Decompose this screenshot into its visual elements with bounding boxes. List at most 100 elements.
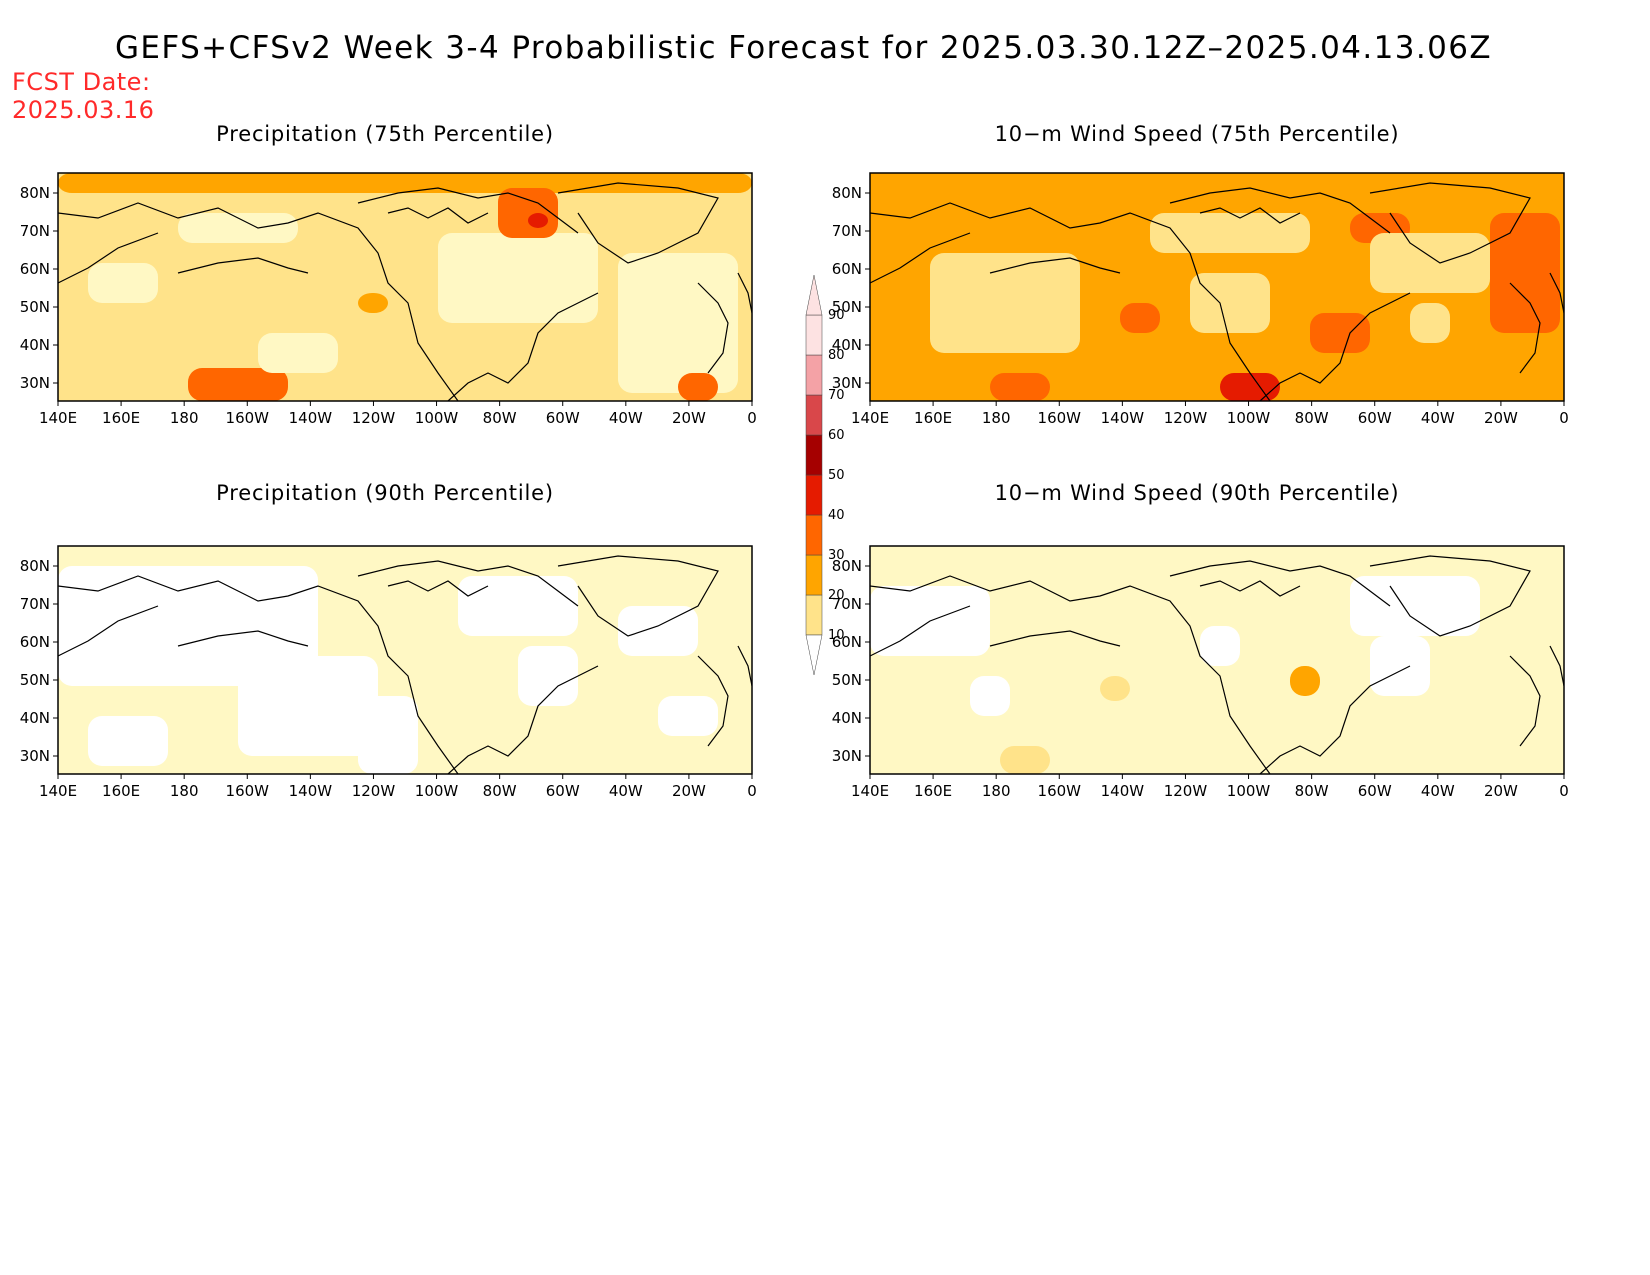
coastline (1199, 580, 1301, 597)
lon-tick-label: 180 (170, 409, 199, 427)
lon-tick-label: 0 (1559, 782, 1569, 800)
coastline (870, 605, 971, 657)
lat-tick-label: 30N (832, 374, 862, 392)
lon-tick-label: 120W (1164, 409, 1208, 427)
lon-tick-label: 120W (1164, 782, 1208, 800)
lat-tick-label: 70N (20, 222, 50, 240)
lon-tick-label: 0 (747, 782, 757, 800)
lat-tick-label: 80N (832, 557, 862, 575)
colorbar: 10 20 30 40 50 60 70 80 90 (805, 274, 845, 676)
coastline (1509, 655, 1541, 747)
lon-tick-label: 20W (672, 782, 706, 800)
lat-tick-label: 40N (20, 336, 50, 354)
colorbar-label: 80 (828, 348, 845, 363)
lon-tick-label: 80W (483, 782, 517, 800)
lon-tick-label: 140E (851, 409, 889, 427)
panel-wind-75: 10−m Wind Speed (75th Percentile) (812, 122, 1602, 402)
coastline (1259, 292, 1411, 401)
lon-tick-label: 0 (747, 409, 757, 427)
lat-tick-label: 60N (832, 260, 862, 278)
lat-tick-label: 30N (20, 747, 50, 765)
panel-title: 10−m Wind Speed (90th Percentile) (812, 481, 1582, 505)
panel-title: 10−m Wind Speed (75th Percentile) (812, 122, 1582, 146)
main-title: GEFS+CFSv2 Week 3-4 Probabilistic Foreca… (115, 30, 1493, 66)
lon-tick-label: 160E (102, 782, 140, 800)
lon-tick-label: 100W (1227, 782, 1271, 800)
coastline (1369, 182, 1531, 264)
forecast-date-value: 2025.03.16 (12, 96, 155, 124)
panel-precip-90: Precipitation (90th Percentile) (0, 481, 790, 761)
coastline (357, 187, 579, 234)
colorbar-label: 70 (828, 388, 845, 403)
lon-tick-label: 100W (415, 782, 459, 800)
map-panel-1: 80N 70N 60N 50N 40N 30N 140E 160E 180 160W 140W 120… (20, 172, 757, 427)
map-panel-2: 80N 70N 60N 50N 40N 30N 140E 160E 180 160W 140W 120… (832, 172, 1569, 427)
panel-title-text: 10−m Wind Speed (90th Percentile) (994, 481, 1400, 505)
lon-tick-label: 20W (1484, 409, 1518, 427)
coastline (1259, 665, 1411, 774)
coastline (737, 645, 752, 687)
map-frame (869, 172, 1565, 402)
coastline (447, 292, 599, 401)
map-frame (57, 172, 753, 402)
lon-tick-label: 40W (609, 782, 643, 800)
lat-tick-label: 60N (20, 633, 50, 651)
lat-tick-label: 50N (20, 671, 50, 689)
lat-tick-label: 30N (832, 747, 862, 765)
coastline (1549, 645, 1564, 687)
lon-tick-label: 100W (1227, 409, 1271, 427)
colorbar-bottom-arrow (805, 634, 823, 676)
coastline (387, 207, 489, 224)
coastline (989, 257, 1121, 274)
colorbar-segment (805, 474, 823, 516)
lon-tick-label: 60W (1358, 782, 1392, 800)
coastline (697, 655, 729, 747)
lon-tick-label: 160E (914, 409, 952, 427)
coastline (557, 182, 719, 264)
lon-tick-label: 160W (226, 409, 270, 427)
lon-tick-label: 160W (1038, 782, 1082, 800)
colorbar-segment (805, 394, 823, 436)
coastline (387, 580, 489, 597)
colorbar-label: 50 (828, 468, 845, 483)
coastline (1199, 207, 1301, 224)
lon-tick-label: 160E (914, 782, 952, 800)
map-frame (57, 545, 753, 775)
lon-tick-label: 40W (609, 409, 643, 427)
coastline (870, 232, 971, 284)
colorbar-segment (805, 514, 823, 556)
colorbar-label: 10 (828, 628, 845, 643)
lon-tick-label: 100W (415, 409, 459, 427)
colorbar-segment (805, 594, 823, 636)
panel-title: Precipitation (75th Percentile) (0, 122, 770, 146)
colorbar-label: 40 (828, 508, 845, 523)
panel-title: Precipitation (90th Percentile) (0, 481, 770, 505)
coastline (1549, 272, 1564, 314)
colorbar-segment (805, 434, 823, 476)
lon-tick-label: 20W (672, 409, 706, 427)
panel-precip-75: Precipitation (75th Percentile) (0, 122, 790, 402)
lon-tick-label: 140W (1101, 782, 1145, 800)
lon-tick-label: 120W (352, 782, 396, 800)
forecast-date-label: FCST Date: (12, 68, 151, 96)
lon-tick-label: 180 (982, 409, 1011, 427)
coastline (1169, 560, 1391, 607)
lat-tick-label: 70N (20, 595, 50, 613)
lon-tick-label: 20W (1484, 782, 1518, 800)
lon-tick-label: 120W (352, 409, 396, 427)
colorbar-label: 30 (828, 548, 845, 563)
lon-tick-label: 160W (226, 782, 270, 800)
map-field (58, 546, 752, 774)
lat-tick-label: 50N (832, 298, 862, 316)
coastline (177, 630, 309, 647)
lat-tick-label: 30N (20, 374, 50, 392)
forecast-date: FCST Date: 2025.03.16 (12, 68, 154, 124)
lat-tick-label: 40N (832, 709, 862, 727)
map-field (870, 173, 1564, 401)
panel-wind-90: 10−m Wind Speed (90th Percentile) (812, 481, 1602, 761)
lat-tick-label: 80N (20, 557, 50, 575)
lon-tick-label: 80W (1295, 782, 1329, 800)
map-field (870, 546, 1564, 774)
colorbar-segment (805, 554, 823, 596)
